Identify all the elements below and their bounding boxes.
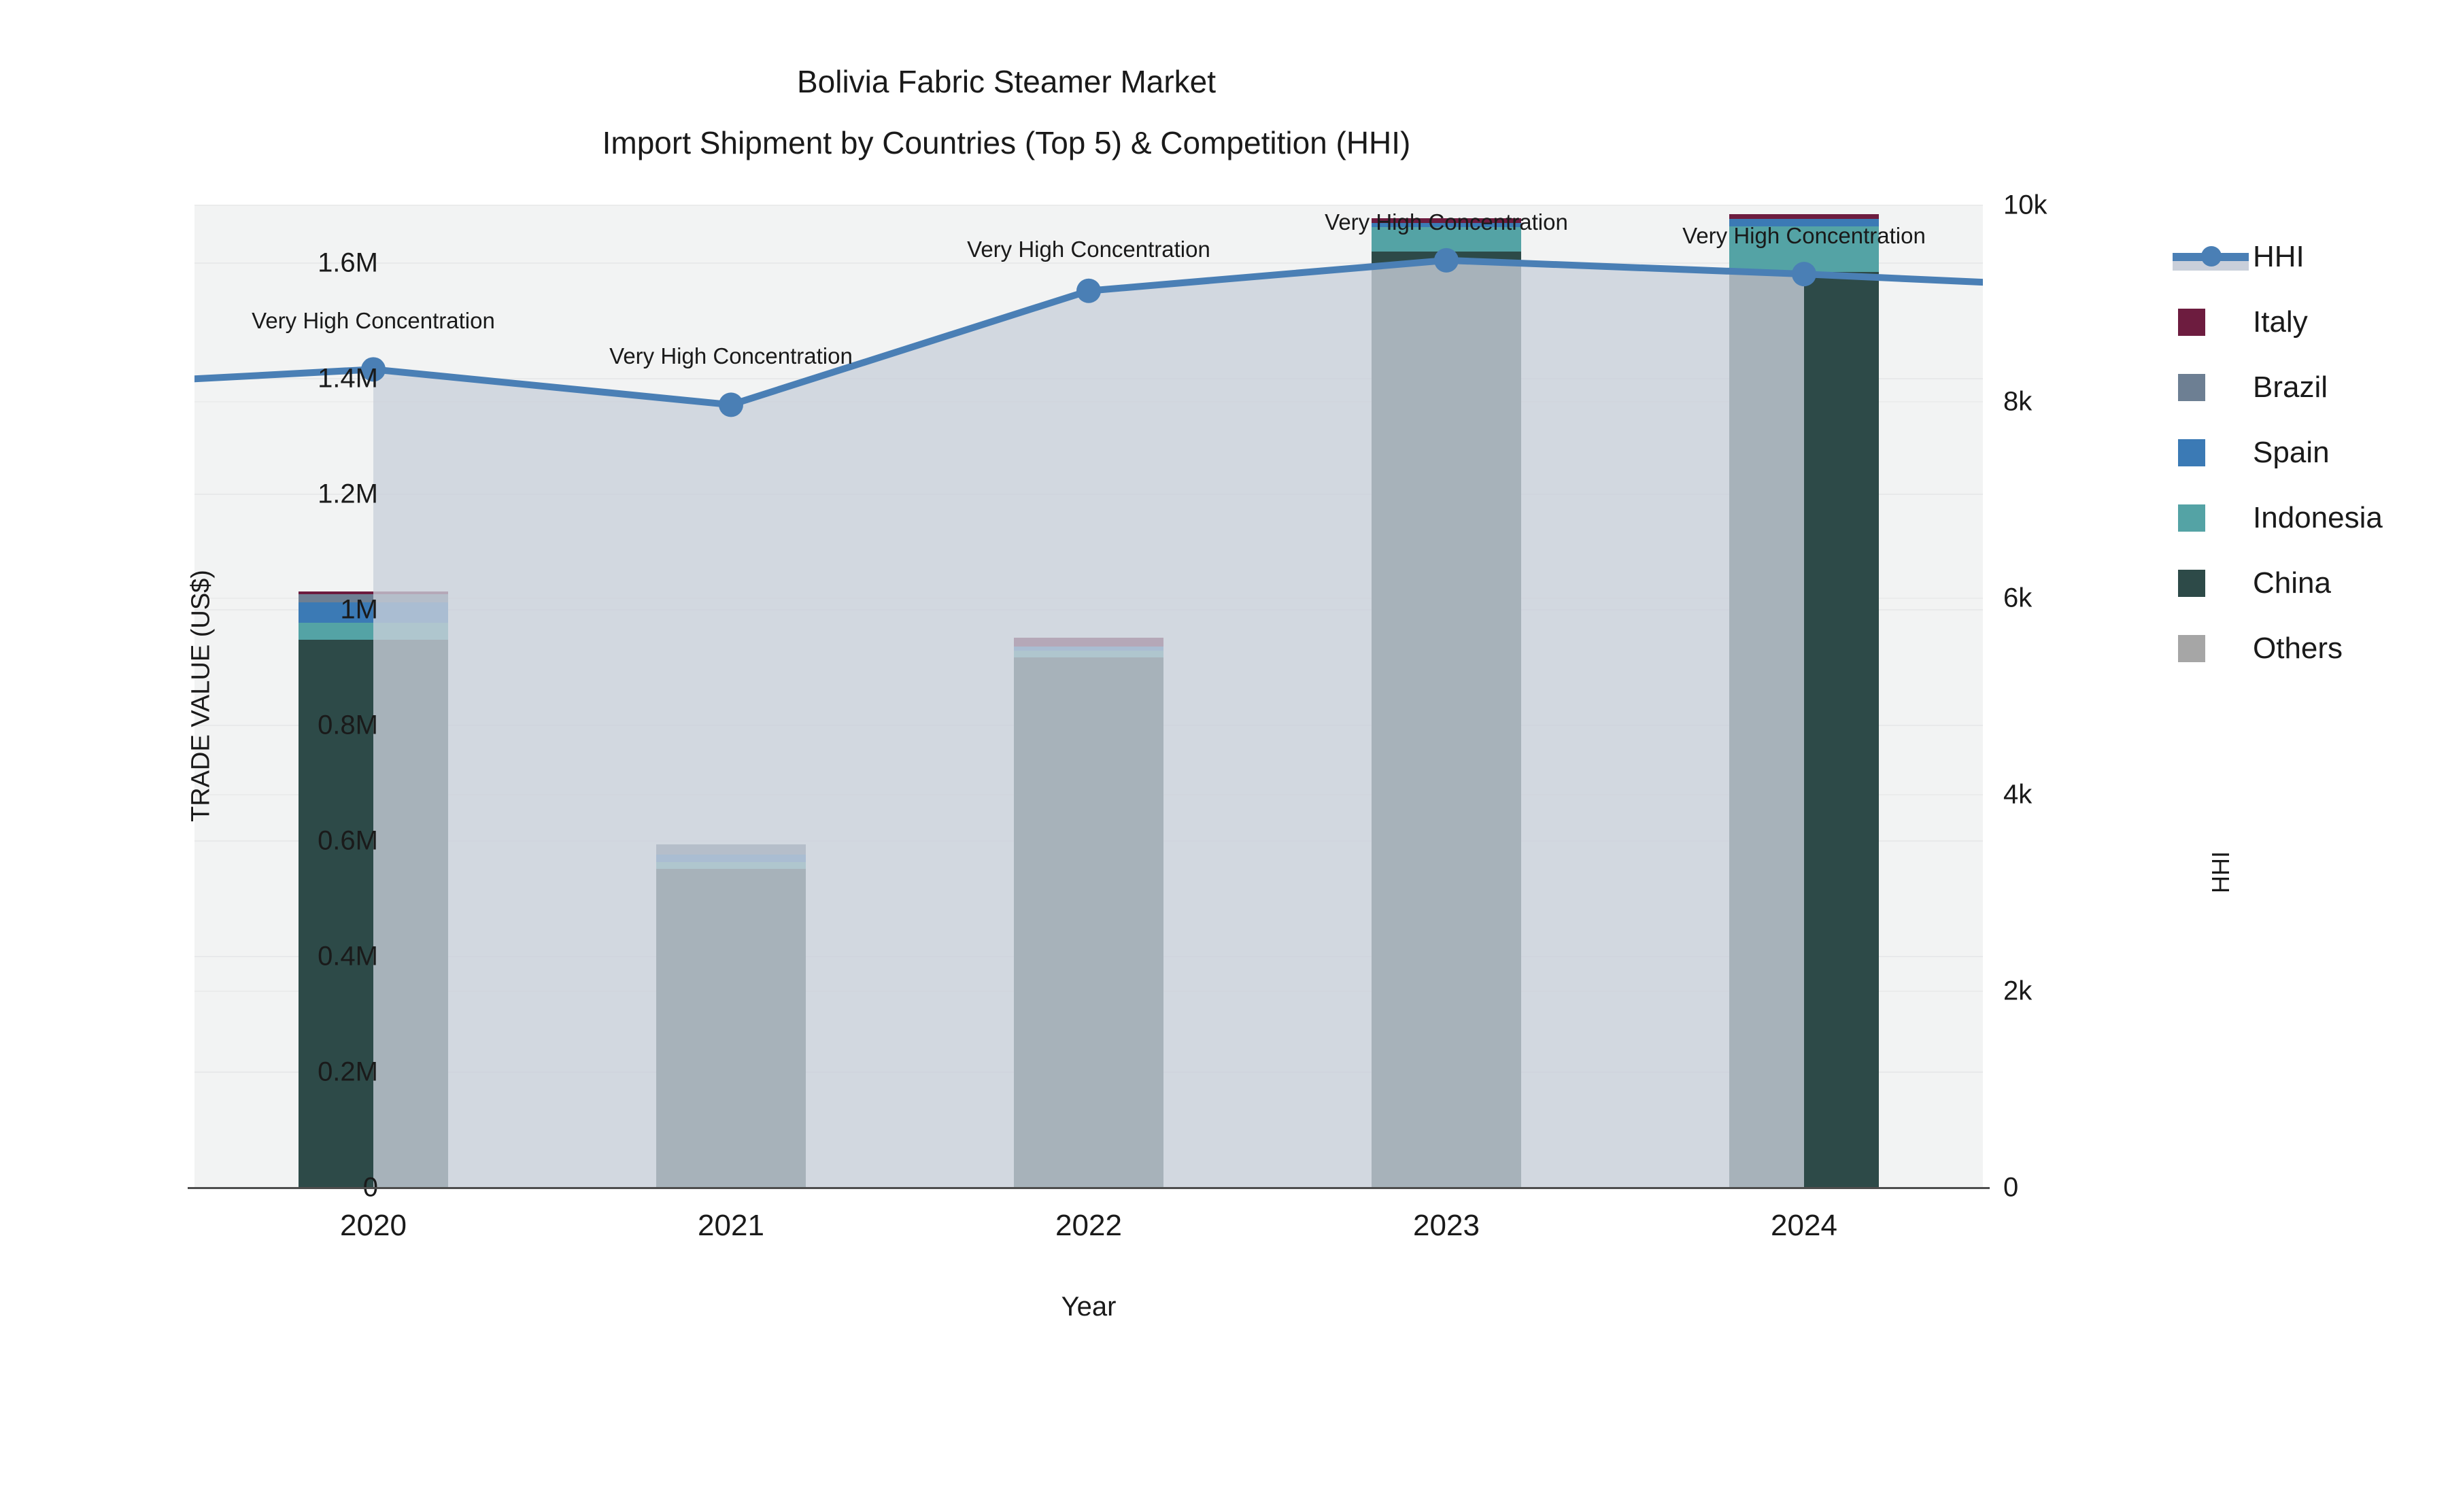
- chart-title-line-1: Bolivia Fabric Steamer Market: [796, 64, 1217, 99]
- chart-figure: Bolivia Fabric Steamer Market Import Shi…: [0, 51, 2445, 1322]
- y-axis-left-tick-label: 1M: [340, 594, 378, 625]
- legend-item-brazil[interactable]: Brazil: [2173, 355, 2445, 420]
- legend-key-brazil-icon: [2173, 355, 2253, 420]
- hhi-marker-2024[interactable]: [1792, 262, 1816, 287]
- annotation-2024: Very High Concentration: [1682, 223, 1926, 249]
- legend-swatch-icon: [2178, 374, 2205, 401]
- y-axis-right-label: HHI: [2207, 851, 2234, 893]
- legend-label: Italy: [2253, 305, 2308, 339]
- y-axis-left-label: TRADE VALUE (US$): [186, 570, 216, 822]
- hhi-marker-2020[interactable]: [361, 357, 386, 382]
- y-axis-right-tick-label: 4k: [2003, 779, 2033, 810]
- y-axis-left-tick-label: 0.6M: [318, 825, 378, 856]
- y-axis-right-tick-label: 2k: [2003, 976, 2033, 1006]
- x-axis-tick-label-2021: 2021: [698, 1209, 764, 1242]
- legend-item-indonesia[interactable]: Indonesia: [2173, 485, 2445, 551]
- legend-item-hhi[interactable]: HHI: [2173, 224, 2445, 290]
- bar-segment-spain-2024[interactable]: [1729, 218, 1879, 227]
- bar-segment-indonesia-2023[interactable]: [1372, 227, 1521, 252]
- legend-swatch-icon: [2178, 309, 2205, 336]
- y-axis-right-tick-label: 10k: [2003, 190, 2047, 220]
- y-axis-left-tick-label: 0.8M: [318, 710, 378, 740]
- legend-marker-dot-icon: [2201, 246, 2222, 267]
- hhi-marker-2021[interactable]: [719, 392, 743, 417]
- legend-key-others-icon: [2173, 616, 2253, 681]
- y-axis-right-tick-label: 8k: [2003, 386, 2033, 417]
- y-axis-left-tick-label: 0.4M: [318, 941, 378, 972]
- bar-segment-spain-2023[interactable]: [1372, 222, 1521, 228]
- gridline-left: [194, 262, 1983, 264]
- y-axis-left-tick-label: 1.2M: [318, 479, 378, 509]
- hhi-marker-2022[interactable]: [1076, 278, 1101, 303]
- legend-label: China: [2253, 566, 2331, 600]
- legend-label: Indonesia: [2253, 501, 2383, 534]
- plot-area: Very High Concentration Very High Concent…: [187, 190, 2235, 1203]
- legend-key-italy-icon: [2173, 290, 2253, 355]
- annotation-2022: Very High Concentration: [967, 236, 1210, 262]
- x-axis-line: [188, 1187, 1990, 1189]
- x-axis-tick-label-2020: 2020: [340, 1209, 407, 1242]
- chart-subtitle-line-2: Import Shipment by Countries (Top 5) & C…: [602, 125, 1411, 160]
- legend-swatch-icon: [2178, 635, 2205, 662]
- y-axis-right-tick-label: 0: [2003, 1172, 2019, 1203]
- legend-key-spain-icon: [2173, 420, 2253, 485]
- hhi-area-fill: [373, 260, 1804, 1188]
- hhi-marker-2023[interactable]: [1434, 247, 1459, 273]
- legend-swatch-icon: [2178, 504, 2205, 532]
- legend-key-hhi-icon: [2173, 224, 2253, 290]
- legend-item-china[interactable]: China: [2173, 551, 2445, 616]
- y-axis-left-tick-label: 1.4M: [318, 363, 378, 394]
- legend-item-spain[interactable]: Spain: [2173, 420, 2445, 485]
- legend-item-italy[interactable]: Italy: [2173, 290, 2445, 355]
- legend-label: Spain: [2253, 436, 2330, 469]
- y-axis-left-tick-label: 0.2M: [318, 1056, 378, 1087]
- legend-swatch-icon: [2178, 570, 2205, 597]
- legend-key-indonesia-icon: [2173, 485, 2253, 551]
- y-axis-left-tick-label: 1.6M: [318, 247, 378, 278]
- legend-label: Brazil: [2253, 371, 2328, 404]
- bar-segment-italy-2024[interactable]: [1729, 213, 1879, 219]
- gridline-right: [194, 205, 1983, 206]
- x-axis-tick-label-2024: 2024: [1771, 1209, 1837, 1242]
- chart-title: Bolivia Fabric Steamer Market Import Shi…: [0, 51, 2013, 173]
- y-axis-right-tick-label: 6k: [2003, 583, 2033, 613]
- annotation-2020: Very High Concentration: [252, 308, 495, 334]
- legend: HHI Italy Brazil Spain Indonesia China Others: [2173, 224, 2445, 681]
- legend-label: Others: [2253, 632, 2343, 665]
- x-axis-label: Year: [1061, 1292, 1117, 1322]
- annotation-2023: Very High Concentration: [1325, 209, 1568, 235]
- legend-key-china-icon: [2173, 551, 2253, 616]
- bar-segment-italy-2023[interactable]: [1372, 218, 1521, 223]
- annotation-2021: Very High Concentration: [609, 343, 853, 369]
- legend-swatch-icon: [2178, 439, 2205, 466]
- legend-label: HHI: [2253, 240, 2305, 273]
- legend-item-others[interactable]: Others: [2173, 616, 2445, 681]
- hhi-area-and-line: [194, 247, 1983, 1188]
- x-axis-tick-label-2023: 2023: [1413, 1209, 1480, 1242]
- x-axis-tick-label-2022: 2022: [1055, 1209, 1122, 1242]
